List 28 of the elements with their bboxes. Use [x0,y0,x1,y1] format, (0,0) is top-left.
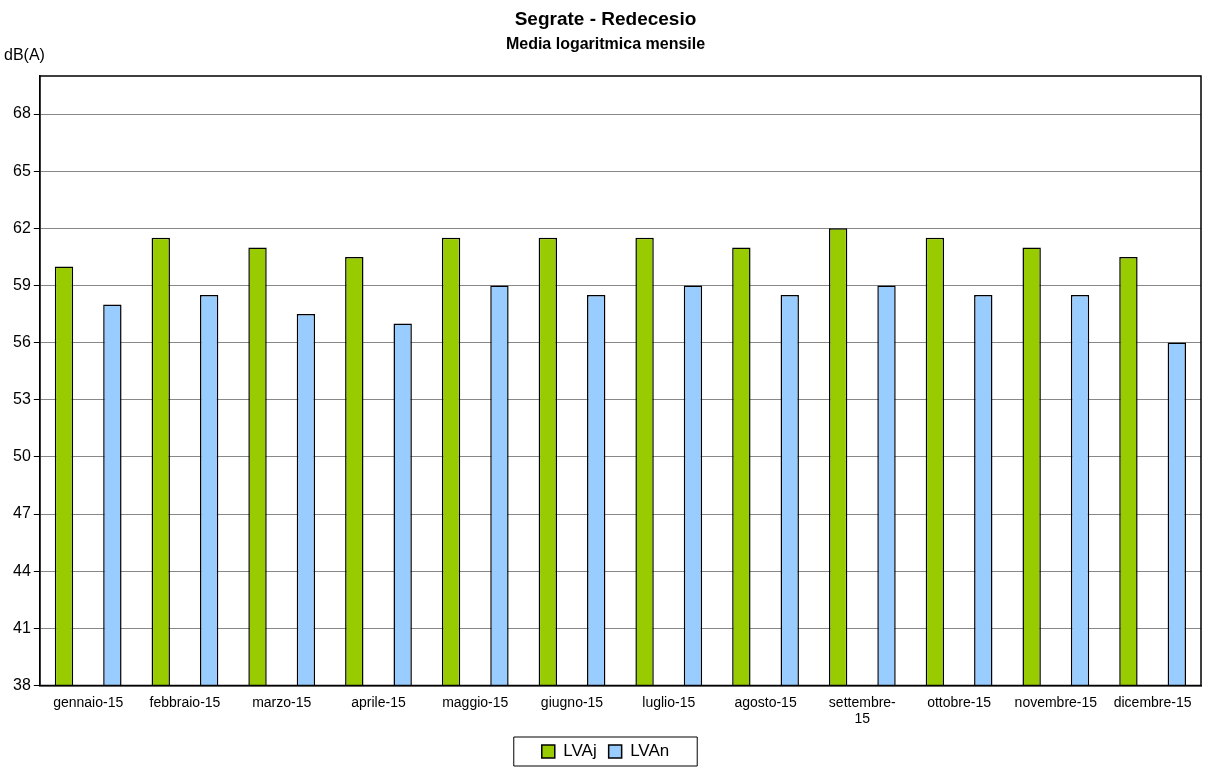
y-tick-label: 41 [13,618,31,636]
x-tick-label: luglio-15 [642,693,696,710]
y-tick-label: 47 [13,504,31,522]
y-tick-label: 62 [13,218,31,236]
x-tick-label: marzo-15 [252,693,312,710]
x-tick-label: maggio-15 [442,693,509,710]
x-tick-label: giugno-15 [540,693,604,710]
x-tick-label: dicembre-15 [1113,693,1192,710]
x-tick-label: gennaio-15 [53,693,124,710]
legend-label: LVAj [563,741,597,761]
y-tick-label: 65 [13,161,31,179]
chart-title: Segrate - Redecesio [514,7,697,29]
x-tick-label: settembre-15 [828,693,897,727]
y-axis-title: dB(A) [4,46,45,64]
y-tick-label: 44 [13,561,31,579]
x-tick-label: agosto-15 [734,693,797,710]
y-tick-label: 38 [13,675,31,693]
y-tick-label: 53 [13,390,31,408]
x-tick-label: ottobre-15 [927,693,992,710]
y-tick-label: 50 [13,447,31,465]
y-tick-label: 68 [13,104,31,122]
y-tick-label: 59 [13,275,31,293]
x-tick-label: febbraio-15 [149,693,221,710]
y-tick-label: 56 [13,333,31,351]
legend-label: LVAn [630,741,670,761]
x-tick-label: aprile-15 [351,693,406,710]
chart-subtitle: Media logaritmica mensile [505,34,706,52]
x-tick-label: novembre-15 [1014,693,1098,710]
